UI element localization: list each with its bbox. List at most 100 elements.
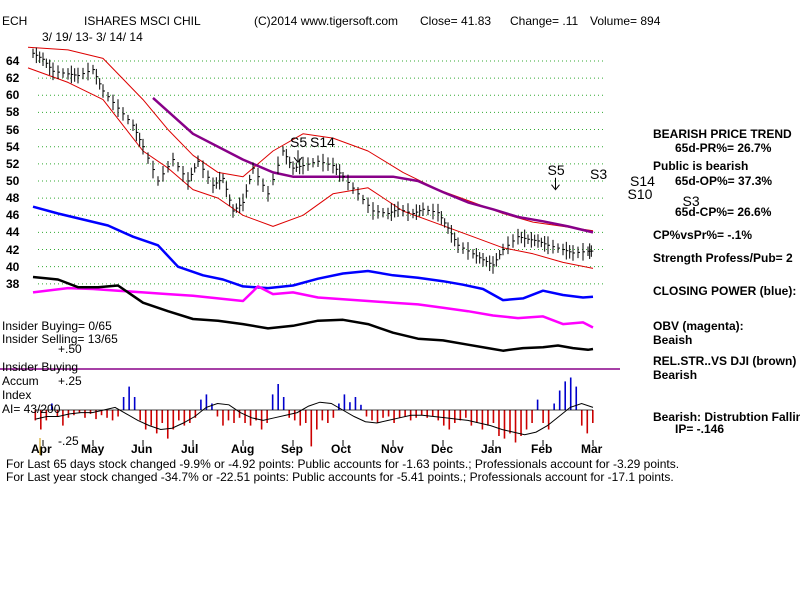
- accum-bar: [194, 410, 197, 418]
- accum-bar: [558, 390, 561, 410]
- footer-year: For Last year stock changed -34.7% or -2…: [6, 470, 674, 484]
- accum-bar: [376, 410, 379, 423]
- accum-bar: [62, 410, 64, 426]
- accum-bar: [586, 410, 589, 434]
- accum-plus25: +.25: [58, 374, 82, 388]
- pr-value: 65d-PR%= 26.7%: [675, 141, 772, 155]
- accum-bar: [569, 377, 572, 410]
- accum-bar: [45, 410, 48, 421]
- signal-label: S5: [290, 134, 308, 151]
- accum-bar: [404, 410, 406, 417]
- ticker: ECH: [2, 14, 28, 28]
- accum-bar: [73, 410, 75, 416]
- index-label: Index: [2, 388, 32, 402]
- accum-bar: [509, 410, 511, 434]
- accum-bar: [84, 410, 86, 418]
- accum-bar: [233, 410, 235, 423]
- accum-bar: [161, 410, 164, 423]
- accum-minus25: -.25: [58, 434, 79, 448]
- closing-power-label: CLOSING POWER (blue):: [653, 284, 797, 298]
- signal-label: S10: [627, 185, 653, 202]
- y-tick-label: 50: [6, 173, 20, 188]
- accum-bar: [106, 410, 108, 418]
- y-tick-label: 52: [6, 156, 20, 171]
- ip-value: IP= -.146: [675, 422, 725, 436]
- y-tick-label: 58: [6, 105, 20, 120]
- obv-status: Beaish: [653, 333, 693, 347]
- accum-bar: [133, 397, 136, 410]
- accum-bar: [100, 410, 103, 416]
- trend-title: BEARISH PRICE TREND: [653, 127, 792, 141]
- accum-plus50: +.50: [58, 342, 82, 356]
- accum-bar: [299, 410, 302, 426]
- accum-bar: [492, 410, 495, 423]
- accum-bar: [293, 410, 296, 421]
- accum-bar: [51, 403, 53, 410]
- accum-bar: [304, 410, 307, 423]
- signal-label: S14: [630, 172, 655, 189]
- accum-bar: [200, 399, 202, 410]
- volume-value: Volume= 894: [590, 14, 661, 28]
- insider-selling: Insider Selling= 13/65: [2, 332, 118, 346]
- accum-bar: [398, 410, 401, 418]
- accum-bar: [227, 410, 230, 421]
- accum-bar: [520, 410, 522, 436]
- x-tick-label: Apr: [31, 442, 52, 456]
- accum-bar: [327, 410, 329, 423]
- distribution-status: Bearish: Distrubtion Falling: [653, 410, 800, 424]
- accum-bar: [354, 397, 357, 410]
- ai-value: AI= 43/200: [2, 402, 61, 416]
- accum-bar: [172, 410, 175, 430]
- accum-bar: [95, 410, 97, 420]
- accum-bar: [542, 410, 544, 423]
- y-tick-label: 46: [6, 208, 20, 223]
- accum-bar: [338, 403, 340, 410]
- x-tick-label: Feb: [531, 442, 553, 456]
- accum-bar: [393, 410, 395, 423]
- accum-bar: [371, 410, 373, 421]
- accum-bar: [117, 410, 119, 417]
- accum-bar: [271, 394, 274, 410]
- accum-bar: [78, 410, 81, 413]
- accum-bar: [40, 410, 42, 430]
- accum-bar: [282, 397, 285, 410]
- strength: Strength Profess/Pub= 2: [653, 251, 793, 265]
- signal-label: S14: [310, 134, 335, 151]
- accum-bar: [465, 410, 467, 418]
- accum-bar: [514, 410, 517, 443]
- signal-label: S3: [590, 165, 608, 182]
- accum-bar: [592, 410, 594, 423]
- x-tick-label: Sep: [281, 442, 304, 456]
- accum-bar: [316, 410, 318, 430]
- accum-bar: [553, 403, 555, 410]
- accum-bar: [332, 410, 335, 418]
- x-tick-label: Nov: [381, 442, 404, 456]
- cp-value: 65d-CP%= 26.6%: [675, 205, 772, 219]
- y-tick-label: 38: [6, 276, 20, 291]
- signal-arrowhead: [293, 156, 303, 164]
- accum-bar: [310, 410, 313, 447]
- accum-bar: [166, 410, 169, 439]
- accum-bar: [470, 410, 473, 426]
- security-name: ISHARES MSCI CHIL: [84, 14, 201, 28]
- accum-bar: [144, 410, 147, 430]
- y-tick-label: 62: [6, 71, 20, 86]
- accum-bar: [531, 410, 533, 423]
- accum-bar: [244, 410, 246, 423]
- accum-bar: [448, 410, 451, 430]
- y-tick-label: 40: [6, 259, 20, 274]
- accum-bar: [382, 410, 384, 418]
- accum-bar: [487, 410, 489, 426]
- copyright: (C)2014 www.tigersoft.com: [254, 14, 399, 28]
- accum-bar: [128, 386, 130, 410]
- accum-bar: [349, 402, 351, 410]
- accum-bar: [415, 410, 417, 418]
- accum-bar: [547, 410, 550, 430]
- accum-bar: [481, 410, 484, 430]
- accum-bar: [216, 410, 219, 417]
- y-tick-label: 54: [6, 139, 20, 154]
- x-tick-label: Oct: [331, 442, 352, 456]
- accum-bar: [34, 410, 37, 421]
- obv-line: [32, 285, 594, 329]
- relative-strength-line: [32, 275, 594, 352]
